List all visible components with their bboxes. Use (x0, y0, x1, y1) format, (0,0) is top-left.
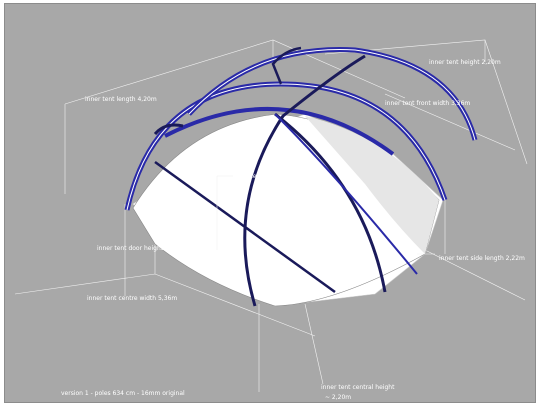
pole-arc-2-inner (188, 49, 476, 141)
label-central-height-1: inner tent central height (321, 384, 395, 391)
pole-hoop (153, 123, 184, 136)
pole-arc-6 (274, 113, 418, 275)
label-inner-front-width: inner tent front width 3,36m (385, 100, 470, 107)
dimension-lines (14, 39, 528, 337)
pole-arc-3 (164, 106, 395, 156)
pole-arc-4 (243, 54, 366, 307)
label-inner-height: inner tent height 2,20m (429, 59, 501, 66)
diagram-canvas: inner tent length 4,20m inner tent heigh… (4, 3, 536, 403)
label-floor-surface: inner tent floor surface : 16,35m (233, 173, 331, 180)
leader-lines (216, 175, 435, 392)
label-centre-width: inner tent centre width 5,36m (87, 295, 177, 302)
label-version: version 1 - poles 634 cm - 16mm original (61, 390, 185, 397)
tent-poles (124, 46, 478, 307)
label-central-height-2: ~ 2,20m (325, 394, 351, 401)
label-side-length: inner tent side length 2,22m (439, 255, 525, 262)
tent-shade (305, 116, 439, 254)
pole-back (271, 46, 302, 85)
tent-diagram: inner tent length 4,20m inner tent heigh… (14, 39, 528, 401)
label-door-height: inner tent door height 1,60m (97, 245, 184, 252)
pole-diagonal (154, 160, 336, 294)
pole-arc-5 (274, 112, 387, 293)
label-inner-length: inner tent length 4,20m (85, 96, 157, 103)
